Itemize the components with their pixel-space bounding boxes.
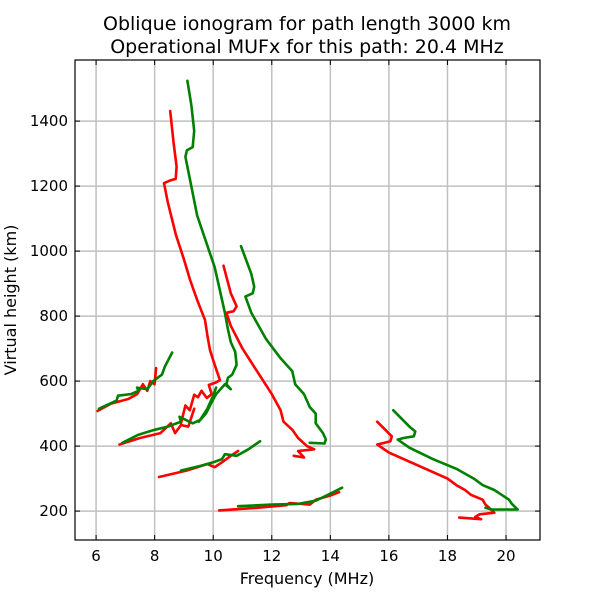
- series-line-x-trace-1hop-low-b: [236, 486, 344, 508]
- y-tick-label: 1200: [30, 177, 68, 195]
- series-line-x-trace-1hop-low-a: [179, 439, 262, 472]
- x-tick-label: 8: [150, 547, 160, 565]
- series-line-x-trace-2hop: [239, 244, 328, 445]
- x-tick-label: 18: [438, 547, 457, 565]
- y-axis-label: Virtual height (km): [1, 225, 20, 376]
- series-line-x-trace-3hop-low: [97, 351, 174, 410]
- x-tick-label: 12: [262, 547, 281, 565]
- y-tick-label: 1400: [30, 112, 68, 130]
- y-tick-label: 200: [39, 502, 68, 520]
- series-line-o-trace-2hop-low: [118, 407, 196, 446]
- series-group: [96, 79, 519, 521]
- x-tick-label: 14: [321, 547, 340, 565]
- y-tick-label: 800: [39, 307, 68, 325]
- x-tick-label: 6: [91, 547, 101, 565]
- y-tick-label: 1000: [30, 242, 68, 260]
- grid-lines: [75, 60, 540, 540]
- plot-frame: [74, 59, 541, 541]
- x-tick-label: 10: [204, 547, 223, 565]
- series-line-o-trace-1hop-low-b: [217, 490, 341, 512]
- series-line-o-trace-2hop: [222, 264, 316, 459]
- series-line-x-trace-1hop: [392, 409, 519, 511]
- series-line-o-trace-3hop: [162, 109, 222, 425]
- y-tick-label: 600: [39, 372, 68, 390]
- x-tick-label: 20: [496, 547, 515, 565]
- x-tick-label: 16: [379, 547, 398, 565]
- chart-subtitle: Operational MUFx for this path: 20.4 MHz: [110, 36, 504, 58]
- series-line-x-trace-3hop: [184, 79, 238, 423]
- series-line-o-trace-1hop: [375, 420, 496, 521]
- x-axis-label: Frequency (MHz): [240, 569, 374, 588]
- series-line-x-trace-2hop-low: [121, 386, 218, 445]
- chart-title: Oblique ionogram for path length 3000 km: [103, 13, 511, 35]
- y-tick-label: 400: [39, 437, 68, 455]
- axis-ticks: 6 8 10 12 14 16 18 20 200 400 600 800 1000 1200 1400: [30, 60, 540, 565]
